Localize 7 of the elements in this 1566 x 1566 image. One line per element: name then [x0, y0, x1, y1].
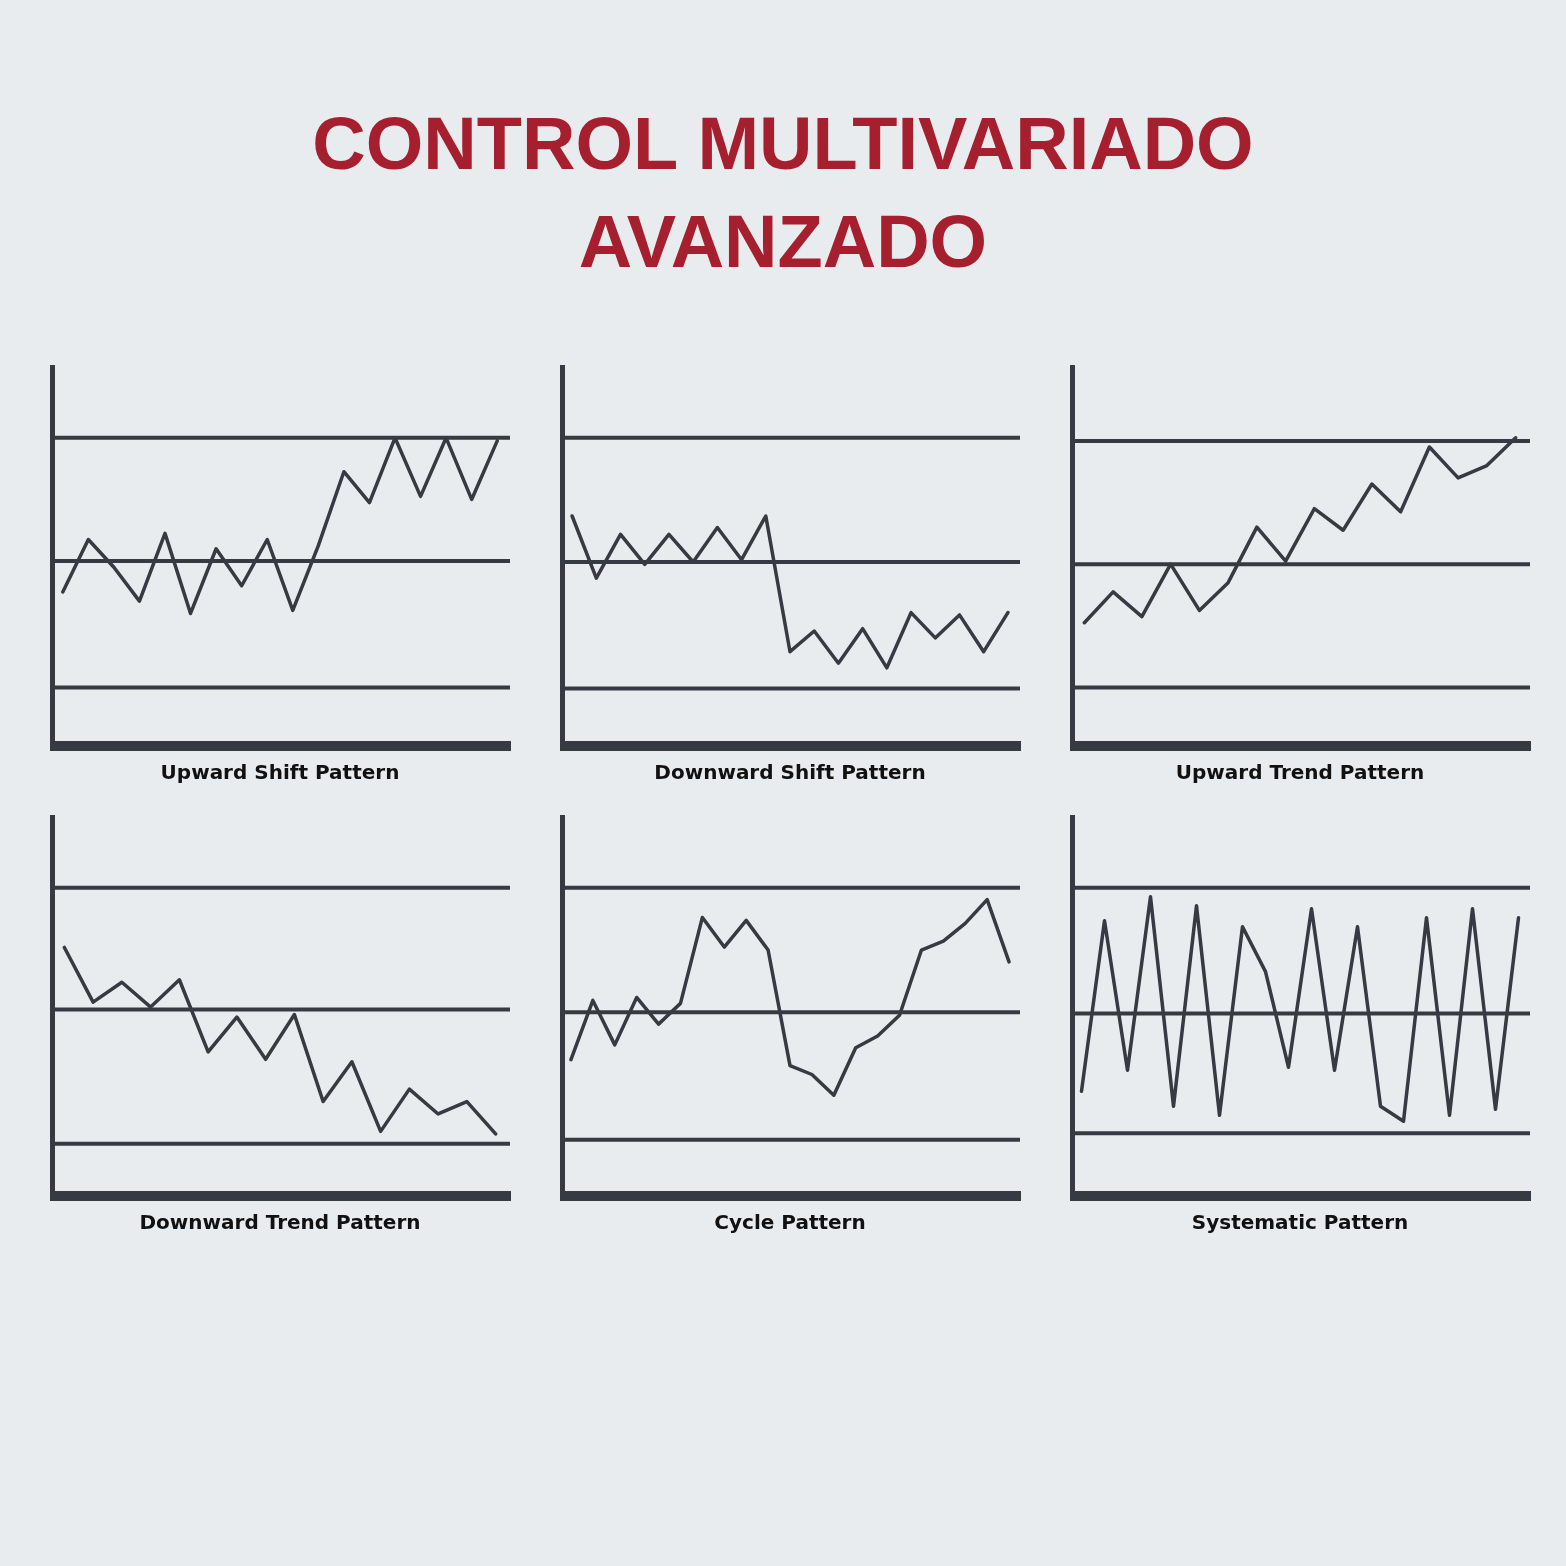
x-axis-title: Downward Shift Pattern [654, 760, 926, 785]
x-axis-title: Downward Trend Pattern [139, 1210, 421, 1235]
text: CONTROL MULTIVARIADO AVANZADO [311, 101, 1255, 285]
x-axis-title: Upward Shift Pattern [160, 760, 400, 785]
x-axis-title: Upward Trend Pattern [1175, 760, 1425, 785]
x-axis-title: Cycle Pattern [714, 1210, 866, 1235]
x-axis-title: Systematic Pattern [1191, 1210, 1409, 1235]
